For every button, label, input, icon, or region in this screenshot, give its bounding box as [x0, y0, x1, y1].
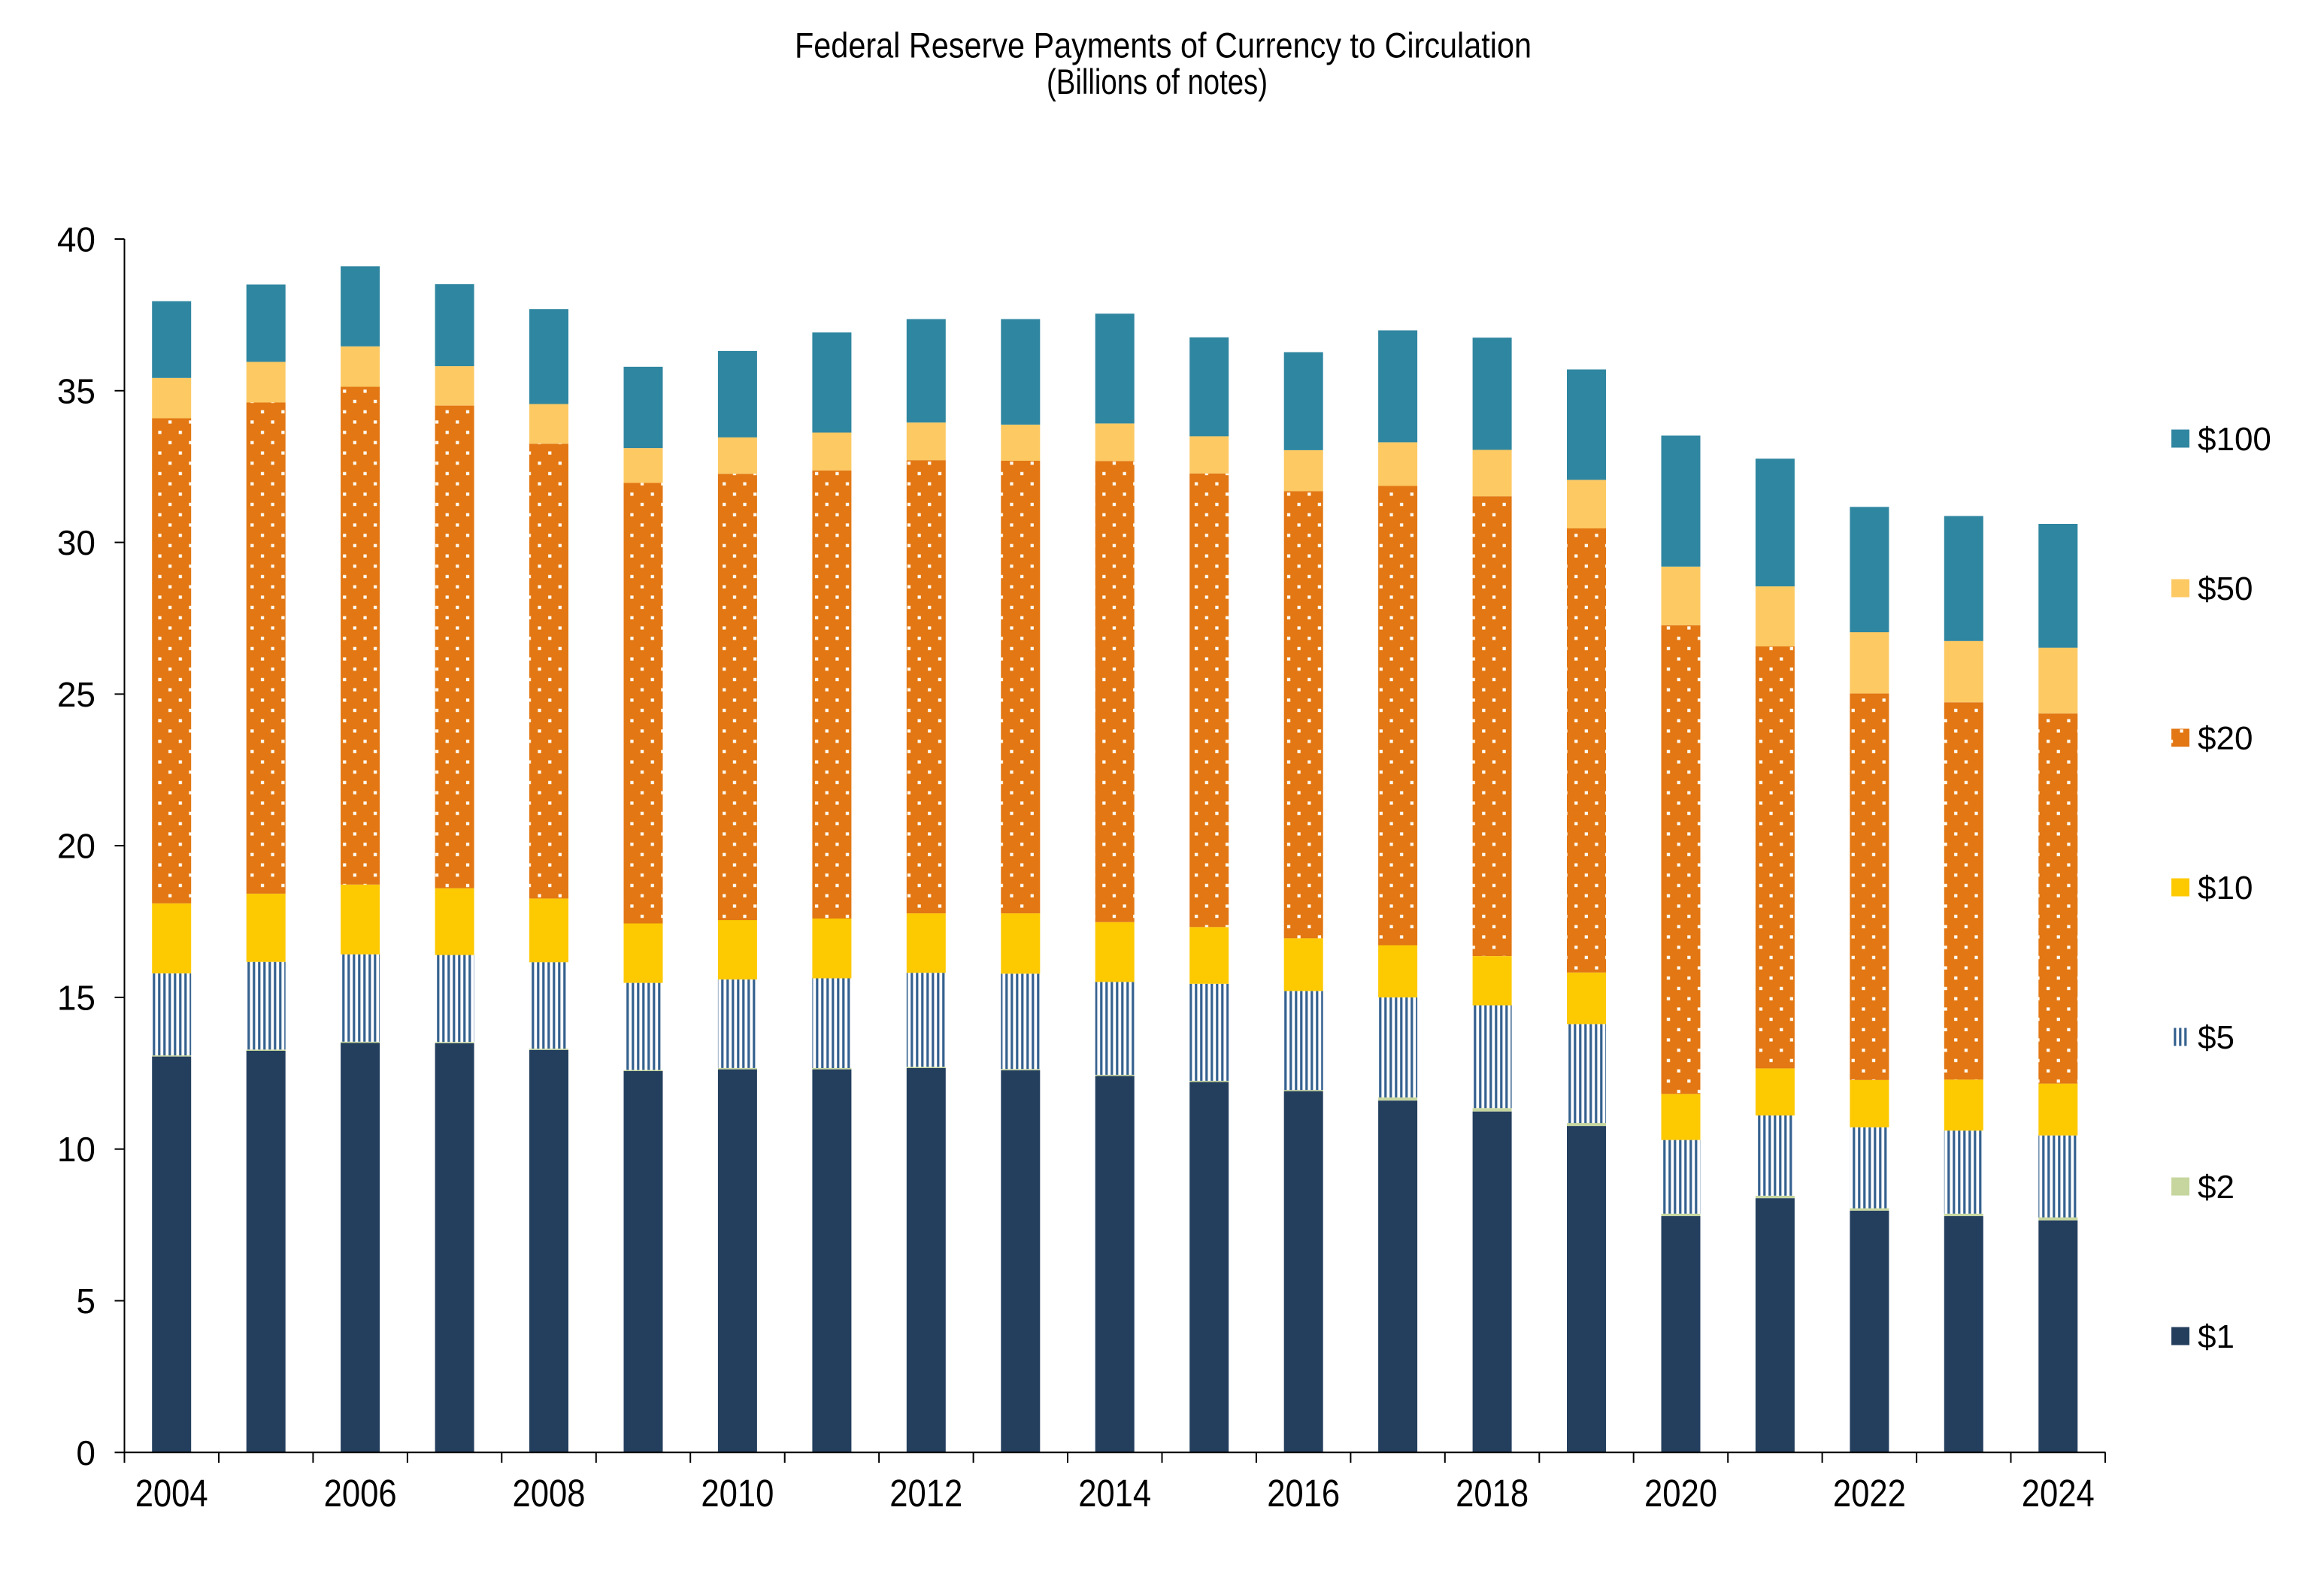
svg-text:2004: 2004	[135, 1472, 208, 1515]
svg-text:$10: $10	[2198, 870, 2253, 907]
svg-text:$1: $1	[2198, 1318, 2235, 1355]
svg-text:2022: 2022	[1833, 1472, 1906, 1515]
svg-text:(Billions of notes): (Billions of notes)	[1047, 62, 1268, 101]
svg-text:5: 5	[76, 1282, 95, 1321]
svg-text:15: 15	[57, 978, 95, 1017]
svg-text:2012: 2012	[889, 1472, 962, 1515]
svg-text:30: 30	[57, 523, 95, 562]
svg-text:Federal Reserve Payments of Cu: Federal Reserve Payments of Currency to …	[795, 26, 1532, 65]
svg-text:2018: 2018	[1456, 1472, 1529, 1515]
svg-text:2020: 2020	[1644, 1472, 1717, 1515]
svg-text:2016: 2016	[1267, 1472, 1340, 1515]
svg-text:20: 20	[57, 827, 95, 866]
svg-text:$100: $100	[2198, 421, 2271, 458]
svg-text:35: 35	[57, 371, 95, 410]
svg-text:40: 40	[57, 220, 95, 259]
svg-text:10: 10	[57, 1130, 95, 1169]
svg-text:2008: 2008	[513, 1472, 586, 1515]
svg-text:$20: $20	[2198, 720, 2253, 757]
svg-text:0: 0	[76, 1433, 95, 1473]
svg-text:$50: $50	[2198, 571, 2253, 607]
svg-text:$5: $5	[2198, 1019, 2235, 1056]
svg-text:2010: 2010	[701, 1472, 774, 1515]
svg-text:2014: 2014	[1078, 1472, 1151, 1515]
svg-text:$2: $2	[2198, 1169, 2235, 1206]
svg-text:2024: 2024	[2022, 1472, 2095, 1515]
svg-text:2006: 2006	[324, 1472, 397, 1515]
svg-text:25: 25	[57, 675, 95, 714]
